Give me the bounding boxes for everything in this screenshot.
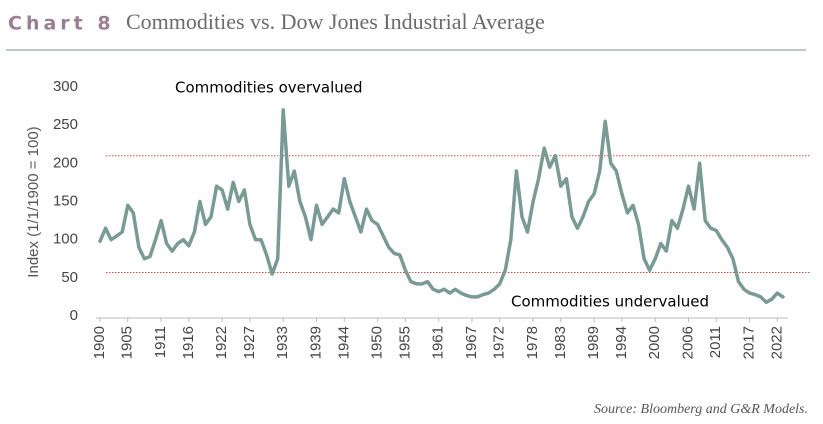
x-tick-label: 1927 — [241, 326, 258, 359]
annotation: Commodities undervalued — [511, 293, 709, 311]
chart-label: Chart 8 — [8, 13, 115, 35]
x-tick-label: 2017 — [741, 326, 758, 359]
x-tick-label: 1944 — [335, 326, 352, 359]
x-tick-label: 1900 — [91, 326, 108, 359]
x-tick-label: 1989 — [585, 326, 602, 359]
x-tick-label: 1967 — [463, 326, 480, 359]
y-tick-label: 200 — [53, 154, 78, 171]
x-tick-label: 2011 — [707, 326, 724, 358]
x-tick-label: 1955 — [396, 326, 413, 359]
x-tick-label: 1916 — [180, 326, 197, 359]
x-tick-label: 1933 — [274, 326, 291, 359]
source: Source: Bloomberg and G&R Models. — [594, 402, 808, 417]
x-tick-label: 1939 — [307, 326, 324, 359]
x-tick-label: 2000 — [646, 326, 663, 359]
x-tick-label: 1905 — [119, 326, 136, 359]
x-tick-label: 1994 — [613, 326, 630, 359]
x-tick-label: 1983 — [552, 326, 569, 359]
y-axis-label: Index (1/1/1900 = 100) — [25, 126, 42, 277]
annotation: Commodities overvalued — [175, 79, 363, 97]
x-tick-label: 1911 — [152, 326, 169, 358]
x-tick-label: 1978 — [524, 326, 541, 359]
y-tick-label: 250 — [53, 116, 78, 133]
y-tick-label: 150 — [53, 192, 78, 209]
y-tick-label: 50 — [61, 269, 78, 286]
x-tick-label: 2022 — [768, 326, 785, 359]
y-tick-label: 0 — [70, 307, 78, 324]
y-tick-label: 100 — [53, 231, 78, 248]
chart-title: Commodities vs. Dow Jones Industrial Ave… — [126, 9, 545, 34]
x-tick-label: 1922 — [213, 326, 230, 359]
x-tick-label: 2006 — [679, 326, 696, 359]
x-tick-label: 1950 — [369, 326, 386, 359]
x-tick-label: 1972 — [491, 326, 508, 359]
x-tick-label: 1961 — [430, 326, 447, 359]
series-line — [98, 108, 785, 305]
y-tick-label: 300 — [53, 78, 78, 95]
